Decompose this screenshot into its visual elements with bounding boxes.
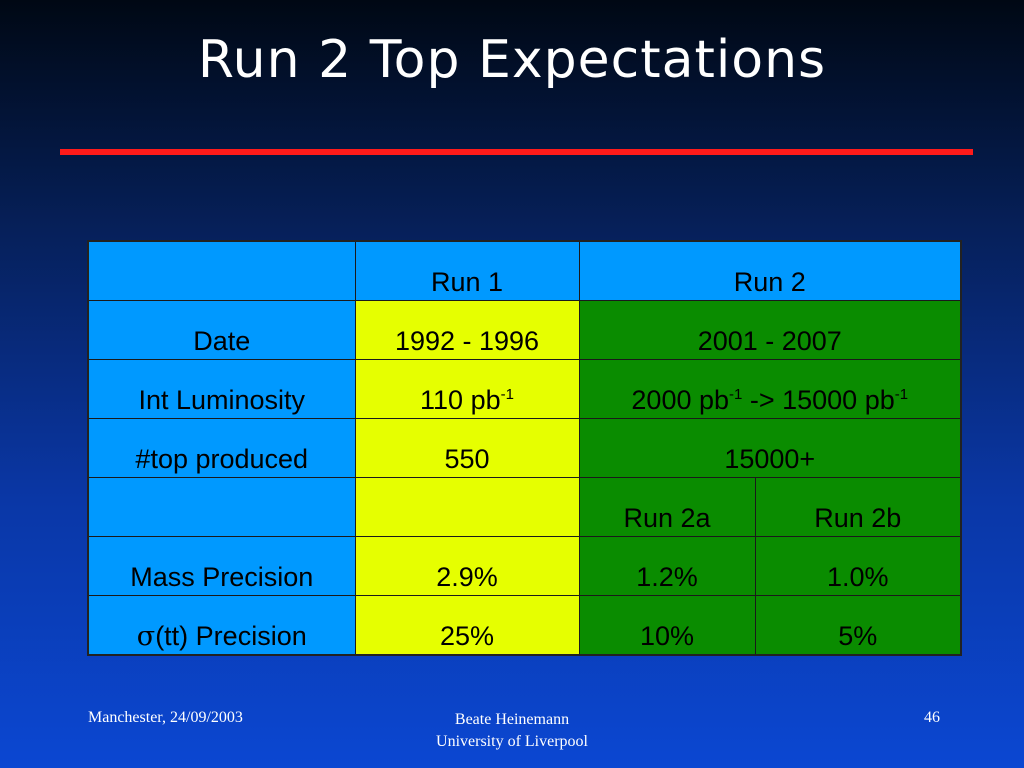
subheader-run2b: Run 2b (754, 477, 962, 537)
footer-author: Beate Heinemann University of Liverpool (362, 709, 662, 753)
run2b-xsec-precision: 5% (754, 595, 962, 656)
run2b-mass-precision: 1.0% (754, 536, 962, 596)
row-label-mass-precision: Mass Precision (87, 536, 356, 596)
header-run1: Run 1 (354, 240, 580, 301)
footer-location-date: Manchester, 24/09/2003 (88, 709, 243, 726)
header-run2: Run 2 (578, 240, 962, 301)
subheader-empty-cell (87, 477, 356, 537)
run1-luminosity: 110 pb-1 (354, 359, 580, 419)
run2a-mass-precision: 1.2% (578, 536, 756, 596)
title-divider (60, 149, 973, 155)
footer-author-name: Beate Heinemann (454, 711, 570, 728)
table-row: σ(tt) Precision 25% 10% 5% (87, 595, 962, 656)
row-label-date: Date (87, 300, 356, 360)
sigma-symbol: σ (136, 621, 156, 652)
page-number: 46 (924, 709, 940, 726)
table-row: Run 1 Run 2 (87, 240, 962, 301)
slide-title: Run 2 Top Expectations (197, 30, 827, 90)
run2a-xsec-precision: 10% (578, 595, 756, 656)
run2-date: 2001 - 2007 (578, 300, 962, 360)
row-label-xsec-precision: σ(tt) Precision (87, 595, 356, 656)
row-label-luminosity: Int Luminosity (87, 359, 356, 419)
header-empty-cell (87, 240, 356, 301)
expectations-table: Run 1 Run 2 Date 1992 - 1996 2001 - 2007… (87, 240, 962, 656)
table-row: Run 2a Run 2b (87, 477, 962, 537)
run1-top-produced: 550 (354, 418, 580, 478)
table-row: Mass Precision 2.9% 1.2% 1.0% (87, 536, 962, 596)
row-label-top-produced: #top produced (87, 418, 356, 478)
run1-xsec-precision: 25% (354, 595, 580, 656)
run2-top-produced: 15000+ (578, 418, 962, 478)
table-row: Int Luminosity 110 pb-1 2000 pb-1 -> 150… (87, 359, 962, 419)
run1-mass-precision: 2.9% (354, 536, 580, 596)
table-row: Date 1992 - 1996 2001 - 2007 (87, 300, 962, 360)
table-row: #top produced 550 15000+ (87, 418, 962, 478)
footer-affiliation: University of Liverpool (436, 733, 588, 750)
run1-date: 1992 - 1996 (354, 300, 580, 360)
subheader-run2a: Run 2a (578, 477, 756, 537)
subheader-run1-empty (354, 477, 580, 537)
run2-luminosity: 2000 pb-1 -> 15000 pb-1 (578, 359, 962, 419)
